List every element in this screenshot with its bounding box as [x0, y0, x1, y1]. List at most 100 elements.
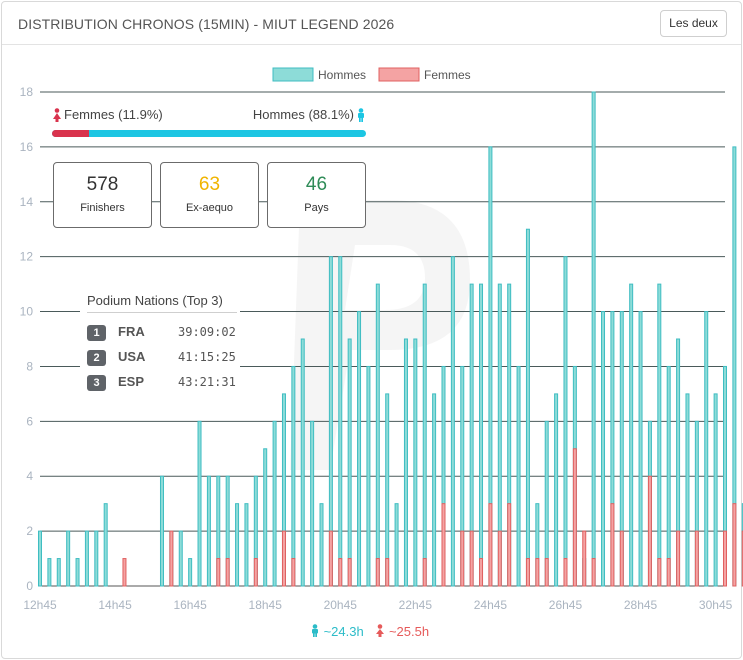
- bar-femmes[interactable]: [122, 558, 127, 587]
- male-icon: [311, 624, 318, 637]
- bar-hommes[interactable]: [300, 338, 305, 587]
- bar-hommes[interactable]: [666, 365, 671, 587]
- female-icon: [376, 624, 385, 637]
- bar-femmes[interactable]: [253, 558, 258, 587]
- x-tick-label: 20h45: [324, 598, 358, 612]
- median-footer: ~24.3h ~25.5h: [0, 624, 739, 644]
- bar-hommes[interactable]: [432, 393, 437, 587]
- bar-femmes[interactable]: [479, 558, 484, 587]
- bar-femmes[interactable]: [460, 530, 465, 587]
- bar-femmes[interactable]: [582, 530, 587, 587]
- bar-hommes[interactable]: [629, 283, 634, 587]
- female-icon: [53, 107, 61, 122]
- series-femmes: [122, 448, 743, 587]
- footer-femmes: ~25.5h: [375, 624, 429, 639]
- bar-hommes[interactable]: [450, 256, 455, 587]
- bar-hommes[interactable]: [704, 311, 709, 587]
- bar-femmes[interactable]: [647, 475, 652, 587]
- bar-femmes[interactable]: [535, 558, 540, 587]
- bar-hommes[interactable]: [235, 503, 240, 587]
- bar-femmes[interactable]: [657, 558, 662, 587]
- bar-hommes[interactable]: [159, 475, 164, 587]
- podium-title: Podium Nations (Top 3): [87, 293, 223, 308]
- legend: Hommes Femmes: [272, 67, 471, 82]
- bar-hommes[interactable]: [47, 558, 52, 587]
- bar-hommes[interactable]: [338, 256, 343, 587]
- podium-time: 39:09:02: [178, 325, 236, 339]
- legend-femmes-label[interactable]: Femmes: [424, 68, 471, 82]
- bar-hommes[interactable]: [357, 311, 362, 587]
- bar-hommes[interactable]: [638, 311, 643, 587]
- bar-femmes[interactable]: [544, 558, 549, 587]
- bar-femmes[interactable]: [291, 558, 296, 587]
- bar-hommes[interactable]: [56, 558, 61, 587]
- bar-femmes[interactable]: [694, 530, 699, 587]
- bar-hommes[interactable]: [601, 311, 606, 587]
- bar-hommes[interactable]: [554, 393, 559, 587]
- bar-femmes[interactable]: [441, 503, 446, 587]
- bar-hommes[interactable]: [713, 393, 718, 587]
- bar-femmes[interactable]: [591, 558, 596, 587]
- bar-hommes[interactable]: [403, 338, 408, 587]
- legend-femmes-swatch[interactable]: [378, 67, 420, 82]
- bar-hommes[interactable]: [319, 503, 324, 587]
- bar-femmes[interactable]: [610, 503, 615, 587]
- bar-femmes[interactable]: [676, 530, 681, 587]
- bar-hommes[interactable]: [37, 530, 43, 587]
- bar-femmes[interactable]: [666, 558, 671, 587]
- bar-hommes[interactable]: [94, 530, 99, 587]
- bar-hommes[interactable]: [178, 530, 183, 587]
- bar-femmes[interactable]: [488, 503, 493, 587]
- bar-hommes[interactable]: [591, 91, 596, 587]
- bar-hommes[interactable]: [272, 420, 277, 587]
- bar-femmes[interactable]: [732, 503, 737, 587]
- bar-hommes[interactable]: [657, 283, 662, 587]
- bar-hommes[interactable]: [197, 420, 202, 587]
- bar-hommes[interactable]: [188, 558, 193, 587]
- bar-hommes[interactable]: [291, 365, 296, 587]
- bar-femmes[interactable]: [722, 530, 728, 587]
- bar-femmes[interactable]: [619, 530, 624, 587]
- bar-hommes[interactable]: [263, 448, 268, 587]
- bar-femmes[interactable]: [347, 558, 352, 587]
- bar-femmes[interactable]: [422, 558, 427, 587]
- bar-femmes[interactable]: [507, 503, 512, 587]
- bar-femmes[interactable]: [328, 530, 333, 587]
- bar-hommes[interactable]: [206, 475, 211, 587]
- bar-femmes[interactable]: [563, 558, 568, 587]
- bar-femmes[interactable]: [225, 558, 230, 587]
- y-tick-label: 14: [20, 195, 34, 209]
- bar-hommes[interactable]: [479, 283, 484, 587]
- bar-hommes[interactable]: [394, 503, 399, 587]
- bar-femmes[interactable]: [338, 558, 343, 587]
- toggle-both-button[interactable]: Les deux: [660, 10, 727, 37]
- bar-hommes[interactable]: [347, 338, 352, 587]
- gender-progress-bar: [52, 130, 366, 137]
- bar-femmes[interactable]: [525, 558, 530, 587]
- bar-hommes[interactable]: [422, 283, 427, 587]
- bar-femmes[interactable]: [572, 448, 577, 587]
- bar-hommes[interactable]: [310, 420, 315, 587]
- bar-hommes[interactable]: [66, 530, 71, 587]
- bar-femmes[interactable]: [281, 530, 286, 587]
- bar-hommes[interactable]: [84, 530, 89, 587]
- bar-hommes[interactable]: [685, 393, 690, 587]
- bar-femmes[interactable]: [375, 558, 380, 587]
- bar-femmes[interactable]: [169, 530, 174, 587]
- bar-hommes[interactable]: [244, 503, 249, 587]
- bar-femmes[interactable]: [497, 530, 502, 587]
- bar-hommes[interactable]: [75, 558, 80, 587]
- bar-hommes[interactable]: [375, 283, 380, 587]
- bar-femmes[interactable]: [469, 530, 474, 587]
- bar-hommes[interactable]: [103, 503, 108, 587]
- bar-femmes[interactable]: [385, 558, 390, 587]
- legend-hommes-swatch[interactable]: [272, 67, 314, 82]
- bar-hommes[interactable]: [525, 228, 530, 587]
- legend-hommes-label[interactable]: Hommes: [318, 68, 366, 82]
- bar-hommes[interactable]: [413, 338, 418, 587]
- bar-hommes[interactable]: [563, 256, 568, 587]
- bar-hommes[interactable]: [385, 393, 390, 587]
- bar-hommes[interactable]: [516, 365, 521, 587]
- bar-femmes[interactable]: [216, 558, 221, 587]
- bar-hommes[interactable]: [366, 365, 371, 587]
